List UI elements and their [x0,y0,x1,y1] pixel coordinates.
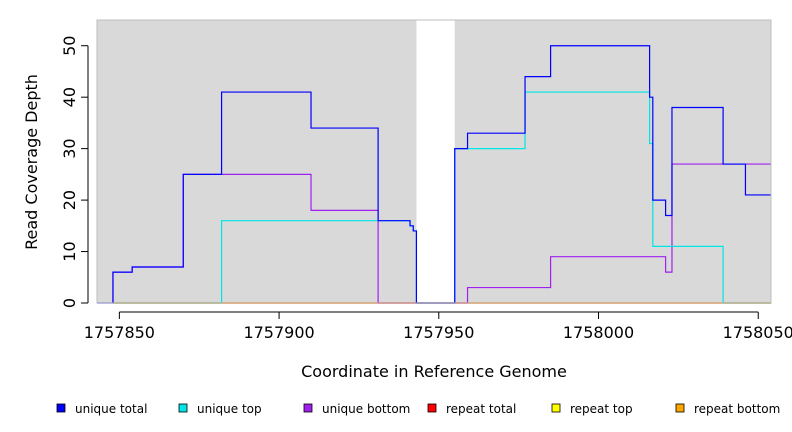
legend: unique total unique top unique bottom repea… [56,402,780,416]
x-tick-label: 1757950 [403,323,474,342]
legend-item-repeat-bottom: repeat bottom [675,402,780,416]
legend-label: unique top [197,402,262,416]
y-tick-label: 50 [60,36,79,56]
legend-swatch [427,403,437,413]
y-axis: 0 10 20 30 40 50 [60,36,89,308]
legend-item-repeat-top: repeat top [551,402,633,416]
legend-label: repeat bottom [694,402,780,416]
y-axis-title: Read Coverage Depth [22,74,41,250]
y-tick-label: 20 [60,190,79,210]
legend-item-repeat-total: repeat total [427,402,516,416]
legend-item-unique-top: unique top [178,402,262,416]
y-tick-label: 30 [60,138,79,158]
y-tick-label: 10 [60,241,79,261]
legend-label: repeat total [446,402,516,416]
legend-swatch [551,403,561,413]
legend-label: unique total [75,402,147,416]
legend-swatch [303,403,313,413]
y-tick-label: 40 [60,87,79,107]
legend-item-unique-bottom: unique bottom [303,402,410,416]
y-tick-label: 0 [60,298,79,308]
gap-region [416,20,455,303]
x-axis-title: Coordinate in Reference Genome [301,362,567,381]
legend-swatch [178,403,188,413]
x-tick-label: 1757900 [243,323,314,342]
legend-label: unique bottom [322,402,410,416]
x-tick-label: 1758000 [563,323,634,342]
legend-item-unique-total: unique total [56,402,147,416]
legend-swatch [56,403,66,413]
plot-frame [96,19,772,304]
series-line-unique-total [97,45,771,304]
legend-swatch [675,403,685,413]
legend-label: repeat top [570,402,633,416]
x-tick-label: 1758050 [723,323,792,342]
x-tick-label: 1757850 [84,323,155,342]
x-axis: 1757850 1757900 1757950 1758000 1758050 [84,311,792,342]
